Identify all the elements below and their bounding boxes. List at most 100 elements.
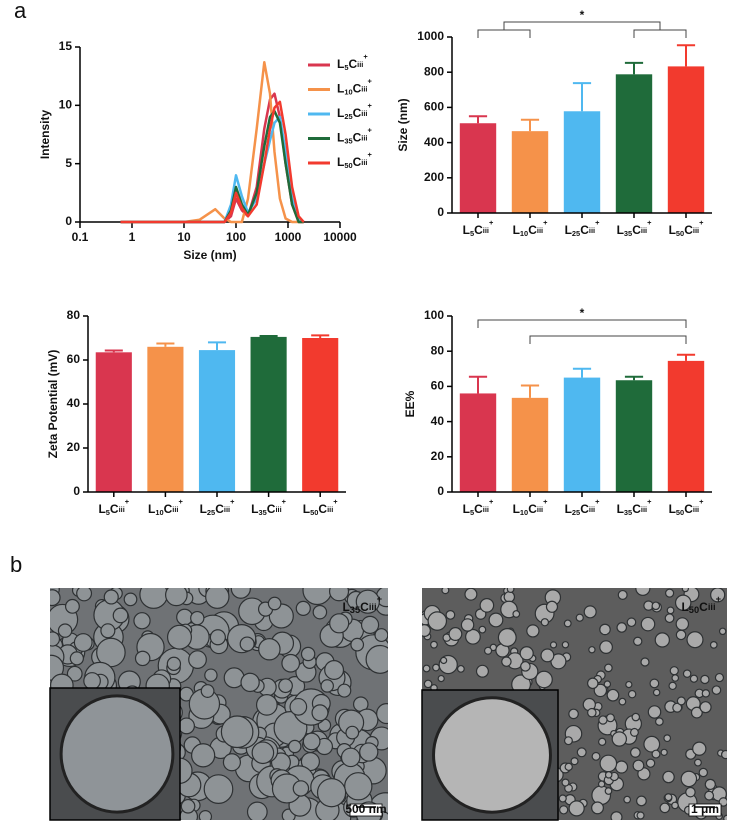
particle	[604, 771, 613, 779]
label: L5Ciii+	[337, 52, 368, 72]
bar	[459, 393, 497, 492]
label-part: iii	[361, 133, 367, 142]
particle	[535, 670, 553, 689]
particle	[659, 802, 671, 814]
particle	[674, 594, 692, 611]
label-part: C	[318, 502, 327, 516]
particle	[649, 678, 660, 689]
y-tick-label: 80	[431, 343, 445, 357]
particle	[675, 617, 690, 631]
particle	[681, 588, 689, 593]
particle	[324, 660, 345, 680]
label-part: iii	[172, 505, 178, 514]
particle	[690, 706, 703, 719]
particle	[568, 708, 579, 720]
particle	[701, 689, 711, 698]
particle	[503, 591, 516, 603]
particle	[478, 625, 487, 634]
particle	[636, 795, 647, 807]
particle	[456, 664, 465, 673]
y-tick-label: 0	[73, 484, 80, 498]
particle	[423, 679, 433, 689]
particle	[671, 674, 680, 682]
label-part: L	[337, 57, 344, 71]
significance-bracket	[477, 29, 531, 38]
particle	[320, 679, 334, 693]
particle	[676, 696, 686, 706]
particle	[665, 588, 675, 598]
particle	[365, 644, 388, 674]
particle	[191, 743, 216, 768]
panel-label: b	[10, 552, 22, 577]
x-tick-label: 10	[177, 230, 191, 244]
particle	[575, 613, 584, 622]
y-axis-label: Size (nm)	[396, 98, 410, 151]
label-part: C	[164, 502, 173, 516]
particle	[230, 588, 251, 599]
label: L10Ciii+	[513, 497, 549, 517]
particle	[483, 646, 493, 655]
label-part: 35	[350, 605, 360, 615]
label-part: iii	[589, 505, 595, 514]
label-part: 35	[624, 508, 632, 517]
particle	[329, 613, 350, 634]
particle	[576, 747, 587, 758]
label-part: L	[463, 502, 470, 516]
y-tick-label: 0	[437, 484, 444, 498]
label-part: 10	[155, 508, 163, 517]
particle	[675, 629, 687, 641]
particle	[711, 685, 722, 695]
label-part: L	[148, 502, 155, 516]
label-part: 10	[344, 87, 352, 96]
y-tick-label: 100	[424, 308, 444, 322]
particle	[440, 656, 448, 665]
panel-label: a	[14, 0, 27, 23]
label-part: C	[267, 502, 276, 516]
label: L50Ciii+	[669, 497, 705, 517]
x-tick-label: 1000	[275, 230, 302, 244]
label-part: iii	[693, 505, 699, 514]
particle	[345, 725, 360, 740]
label-part: C	[528, 502, 537, 516]
label-part: +	[368, 125, 373, 134]
label: L35Ciii+	[342, 594, 382, 615]
label-part: L	[513, 223, 520, 237]
label: L25Ciii+	[337, 101, 373, 121]
particle	[616, 622, 628, 633]
particle	[302, 588, 333, 606]
micrograph: L35Ciii+500 nm	[49, 588, 388, 821]
particle	[671, 801, 679, 810]
label: L50Ciii+	[337, 150, 373, 170]
particle	[614, 760, 629, 774]
particle	[651, 749, 661, 759]
bar	[667, 66, 705, 213]
particle	[255, 693, 278, 716]
particle	[540, 618, 550, 627]
particle	[682, 669, 692, 678]
particle	[240, 672, 260, 693]
particle	[606, 688, 620, 702]
label-part: 50	[310, 508, 318, 517]
particle	[617, 589, 628, 600]
y-axis-label: Intensity	[38, 110, 52, 160]
label-part: +	[125, 497, 130, 506]
particle	[598, 715, 608, 725]
particle	[100, 623, 116, 639]
particle	[519, 646, 534, 661]
particle	[57, 623, 73, 638]
particle	[709, 640, 718, 649]
particle	[627, 689, 637, 699]
particle	[441, 588, 450, 595]
particle	[497, 628, 517, 647]
particle	[69, 651, 84, 666]
particle	[704, 778, 716, 791]
label-part: L	[513, 502, 520, 516]
particle	[640, 657, 650, 667]
particle	[246, 801, 268, 820]
particle	[292, 780, 310, 797]
particle	[654, 632, 670, 648]
particle	[710, 588, 726, 603]
particle	[610, 811, 623, 820]
particle	[605, 713, 615, 723]
label-part: L	[565, 502, 572, 516]
